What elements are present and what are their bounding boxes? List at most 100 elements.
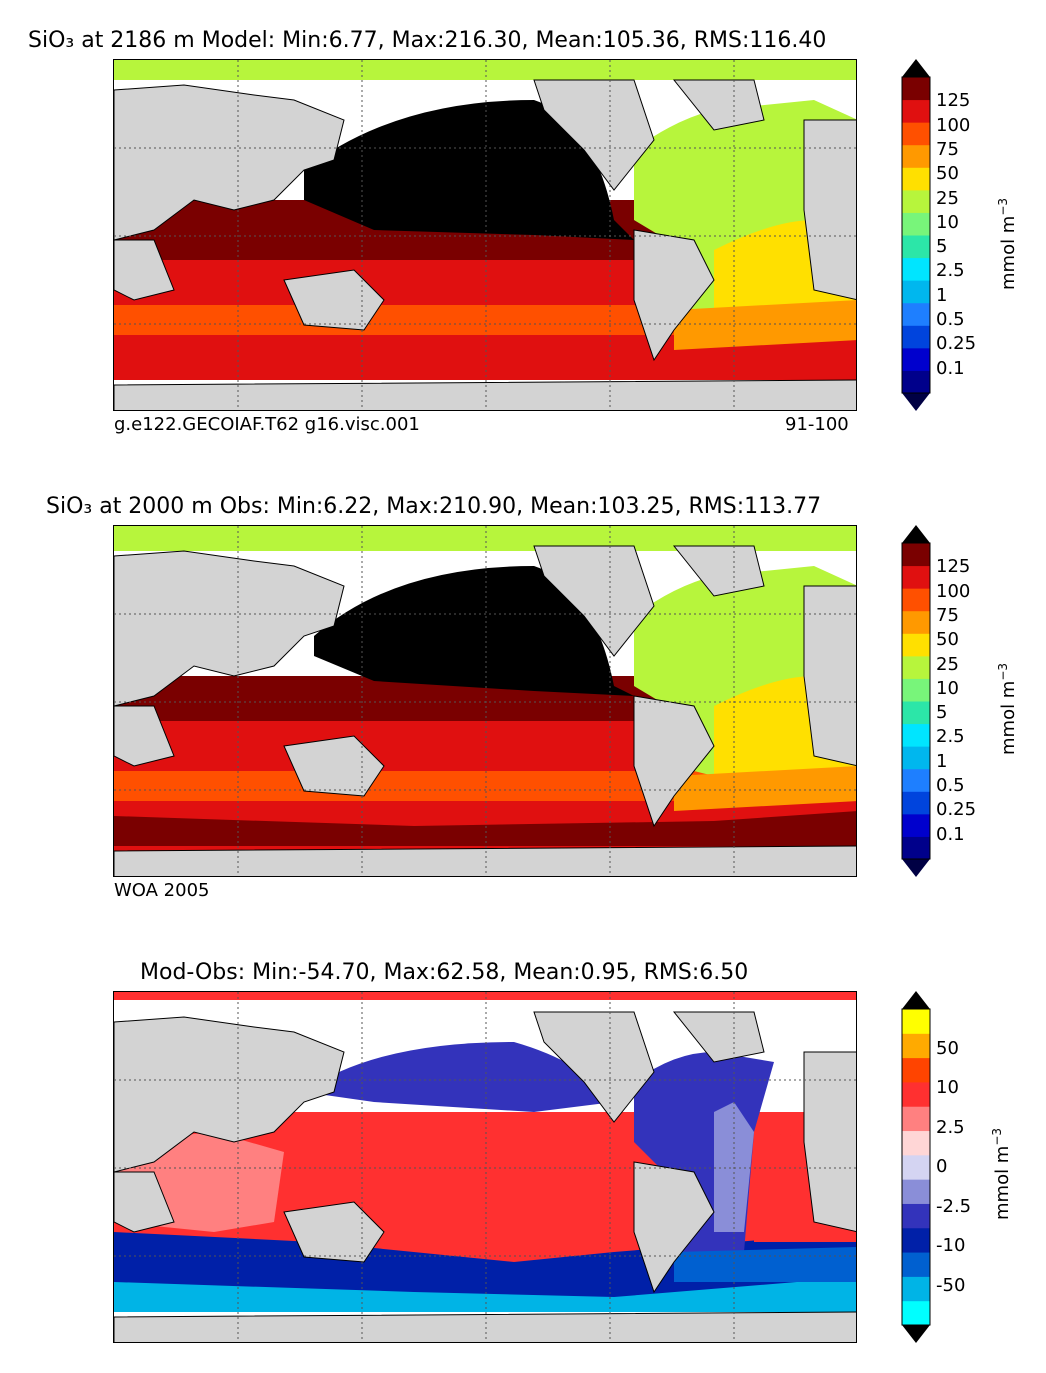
colorbar-segment [902, 543, 930, 567]
colorbar-tick-label: 50 [936, 163, 959, 185]
colorbar-tick-label: 100 [936, 580, 971, 602]
colorbar-tick-label: 1 [936, 750, 948, 772]
colorbar-segment [902, 167, 930, 191]
panel1-unit-label: mmol m−3 [996, 197, 1019, 290]
colorbar-segment [902, 746, 930, 770]
colorbar-segment [902, 1179, 930, 1204]
colorbar-segment [902, 1130, 930, 1156]
colorbar-tick-label: 50 [936, 1037, 959, 1059]
colorbar-over-arrow [902, 991, 930, 1009]
panel2-unit-label: mmol m−3 [996, 662, 1019, 755]
colorbar-segment [902, 1300, 930, 1326]
colorbar-segment [902, 189, 930, 213]
colorbar-tick-label: 0.1 [936, 823, 965, 845]
panel2-map [113, 525, 857, 877]
panel1-pacific-max [304, 100, 634, 240]
colorbar-tick-label: 100 [936, 114, 971, 136]
panel2-title: SiO₃ at 2000 m Obs: Min:6.22, Max:210.90… [46, 494, 822, 519]
colorbar-segment [902, 99, 930, 123]
colorbar-tick-label: 25 [936, 653, 959, 675]
colorbar-tick-label: -10 [936, 1235, 966, 1256]
colorbar-segment [902, 1276, 930, 1302]
panel3-map-svg [114, 992, 856, 1342]
colorbar-tick-label: 2.5 [936, 726, 965, 748]
colorbar-segment [902, 325, 930, 349]
colorbar-segment [902, 370, 930, 394]
colorbar-tick-label: 5 [936, 236, 948, 258]
colorbar-over-arrow [902, 525, 930, 543]
colorbar-segment [902, 813, 930, 837]
panel3-colorbar [901, 991, 931, 1343]
colorbar-outline [901, 542, 931, 860]
colorbar-segment [902, 610, 930, 634]
panel1-atlantic-south-band [674, 300, 856, 350]
colorbar-outline [901, 1008, 931, 1326]
colorbar-segment [902, 768, 930, 792]
panel2-colorbar [901, 525, 931, 877]
colorbar-tick-label: 75 [936, 138, 959, 160]
colorbar-tick-label: 5 [936, 702, 948, 724]
colorbar-segment [902, 588, 930, 612]
colorbar-segment [902, 565, 930, 589]
panel1-arctic-band [114, 60, 856, 80]
colorbar-segment [902, 144, 930, 168]
panel1-colorbar [901, 59, 931, 411]
colorbar-tick-label: 125 [936, 90, 971, 112]
colorbar-segment [902, 1227, 930, 1253]
colorbar-under-arrow [902, 859, 930, 877]
panel1-graticule [114, 60, 856, 410]
colorbar-segment [902, 633, 930, 657]
colorbar-segment [902, 723, 930, 747]
panel1-australia [283, 269, 385, 331]
colorbar-segment [902, 701, 930, 725]
colorbar-svg [901, 525, 931, 877]
colorbar-tick-label: 10 [936, 1077, 959, 1098]
panel1-south-america [633, 229, 715, 362]
colorbar-segment [902, 1203, 930, 1229]
colorbar-segment [902, 678, 930, 702]
colorbar-segment [902, 347, 930, 371]
colorbar-under-arrow [902, 1325, 930, 1343]
panel1-map [113, 59, 857, 411]
colorbar-segment [902, 836, 930, 860]
colorbar-segment [902, 1033, 930, 1059]
colorbar-segment [902, 212, 930, 236]
colorbar-tick-label: -50 [936, 1274, 966, 1296]
panel3-title: Mod-Obs: Min:-54.70, Max:62.58, Mean:0.9… [140, 960, 749, 985]
colorbar-segment [902, 257, 930, 281]
colorbar-tick-label: 0.25 [936, 333, 977, 355]
colorbar-segment [902, 1252, 930, 1277]
panel1-eurasia [114, 84, 345, 241]
colorbar-tick-label: 10 [936, 211, 959, 233]
colorbar-outline [901, 76, 931, 394]
colorbar-over-arrow [902, 59, 930, 77]
panel1-caption-left: g.e122.GECOIAF.T62 g16.visc.001 [114, 414, 420, 435]
colorbar-segment [902, 1009, 930, 1034]
colorbar-tick-label: 0 [936, 1156, 948, 1177]
colorbar-segment [902, 235, 930, 259]
colorbar-tick-label: 0.5 [936, 775, 965, 797]
colorbar-svg [901, 59, 931, 411]
panel1-caption-right: 91-100 [785, 414, 849, 435]
panel2-caption-left: WOA 2005 [114, 880, 210, 901]
colorbar-tick-label: 2.5 [936, 1116, 965, 1138]
colorbar-tick-label: -2.5 [936, 1195, 972, 1217]
colorbar-segment [902, 1057, 930, 1083]
colorbar-tick-label: 125 [936, 556, 971, 578]
colorbar-segment [902, 302, 930, 326]
colorbar-tick-label: 50 [936, 629, 959, 651]
colorbar-segment [902, 1081, 930, 1107]
colorbar-under-arrow [902, 393, 930, 411]
panel1-map-svg [114, 60, 856, 410]
colorbar-tick-label: 0.5 [936, 309, 965, 331]
colorbar-segment [902, 655, 930, 679]
colorbar-tick-label: 1 [936, 284, 948, 306]
panel3-unit-label: mmol m−3 [990, 1127, 1013, 1220]
colorbar-svg [901, 991, 931, 1343]
colorbar-segment [902, 77, 930, 101]
colorbar-tick-label: 25 [936, 187, 959, 209]
colorbar-segment [902, 791, 930, 815]
colorbar-tick-label: 0.1 [936, 357, 965, 379]
panel3-map [113, 991, 857, 1343]
colorbar-segment [902, 1106, 930, 1132]
